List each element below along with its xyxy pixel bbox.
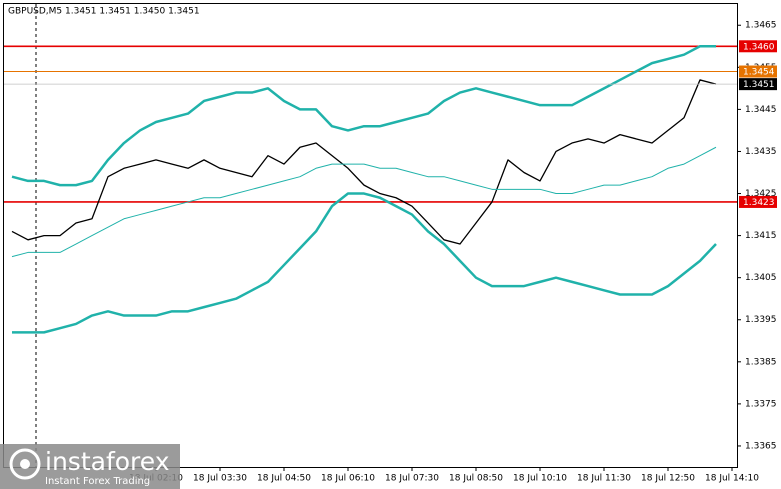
x-tick-label: 18 Jul 04:50	[257, 474, 311, 484]
y-tick-label: 1.3385	[745, 357, 777, 367]
y-tick-label: 1.3365	[745, 441, 777, 451]
y-tick-label: 1.3435	[745, 147, 777, 157]
level-label: 1.3423	[743, 198, 775, 208]
logo-tagline: Instant Forex Trading	[45, 476, 150, 487]
x-tick-label: 18 Jul 07:30	[385, 474, 439, 484]
x-tick-label: 18 Jul 03:30	[193, 474, 247, 484]
y-tick-label: 1.3395	[745, 315, 777, 325]
level-label-box	[739, 195, 777, 208]
chart-title: GBPUSD,M5 1.3451 1.3451 1.3450 1.3451	[8, 7, 200, 17]
logo-icon	[9, 448, 41, 480]
level-label: 1.3460	[743, 42, 775, 52]
y-tick-label: 1.3375	[745, 399, 777, 409]
series-line	[12, 192, 717, 334]
x-tick-label: 18 Jul 10:10	[513, 474, 567, 484]
y-tick-label: 1.3465	[745, 21, 777, 31]
x-tick-label: 18 Jul 14:10	[705, 474, 759, 484]
series-line	[11, 79, 717, 245]
series-line	[11, 45, 716, 187]
y-tick-label: 1.3415	[745, 231, 777, 241]
level-label: 1.3454	[743, 68, 775, 78]
y-tick-label: 1.3445	[745, 105, 777, 115]
current-price-label: 1.3451	[743, 80, 775, 90]
y-tick-label: 1.3405	[745, 273, 777, 283]
level-label-box	[739, 40, 777, 53]
logo: instaforex Instant Forex Trading	[0, 444, 180, 489]
logo-icon-core	[20, 459, 30, 469]
x-tick-label: 18 Jul 11:30	[577, 474, 631, 484]
x-tick-label: 18 Jul 08:50	[449, 474, 503, 484]
y-tick-label: 1.3425	[745, 189, 777, 199]
current-price-box	[739, 78, 777, 91]
x-tick-label: 18 Jul 12:50	[641, 474, 695, 484]
logo-name: instaforex	[45, 447, 170, 476]
x-tick-label: 18 Jul 06:10	[321, 474, 375, 484]
series-line	[11, 146, 717, 258]
level-label-box	[739, 65, 777, 78]
